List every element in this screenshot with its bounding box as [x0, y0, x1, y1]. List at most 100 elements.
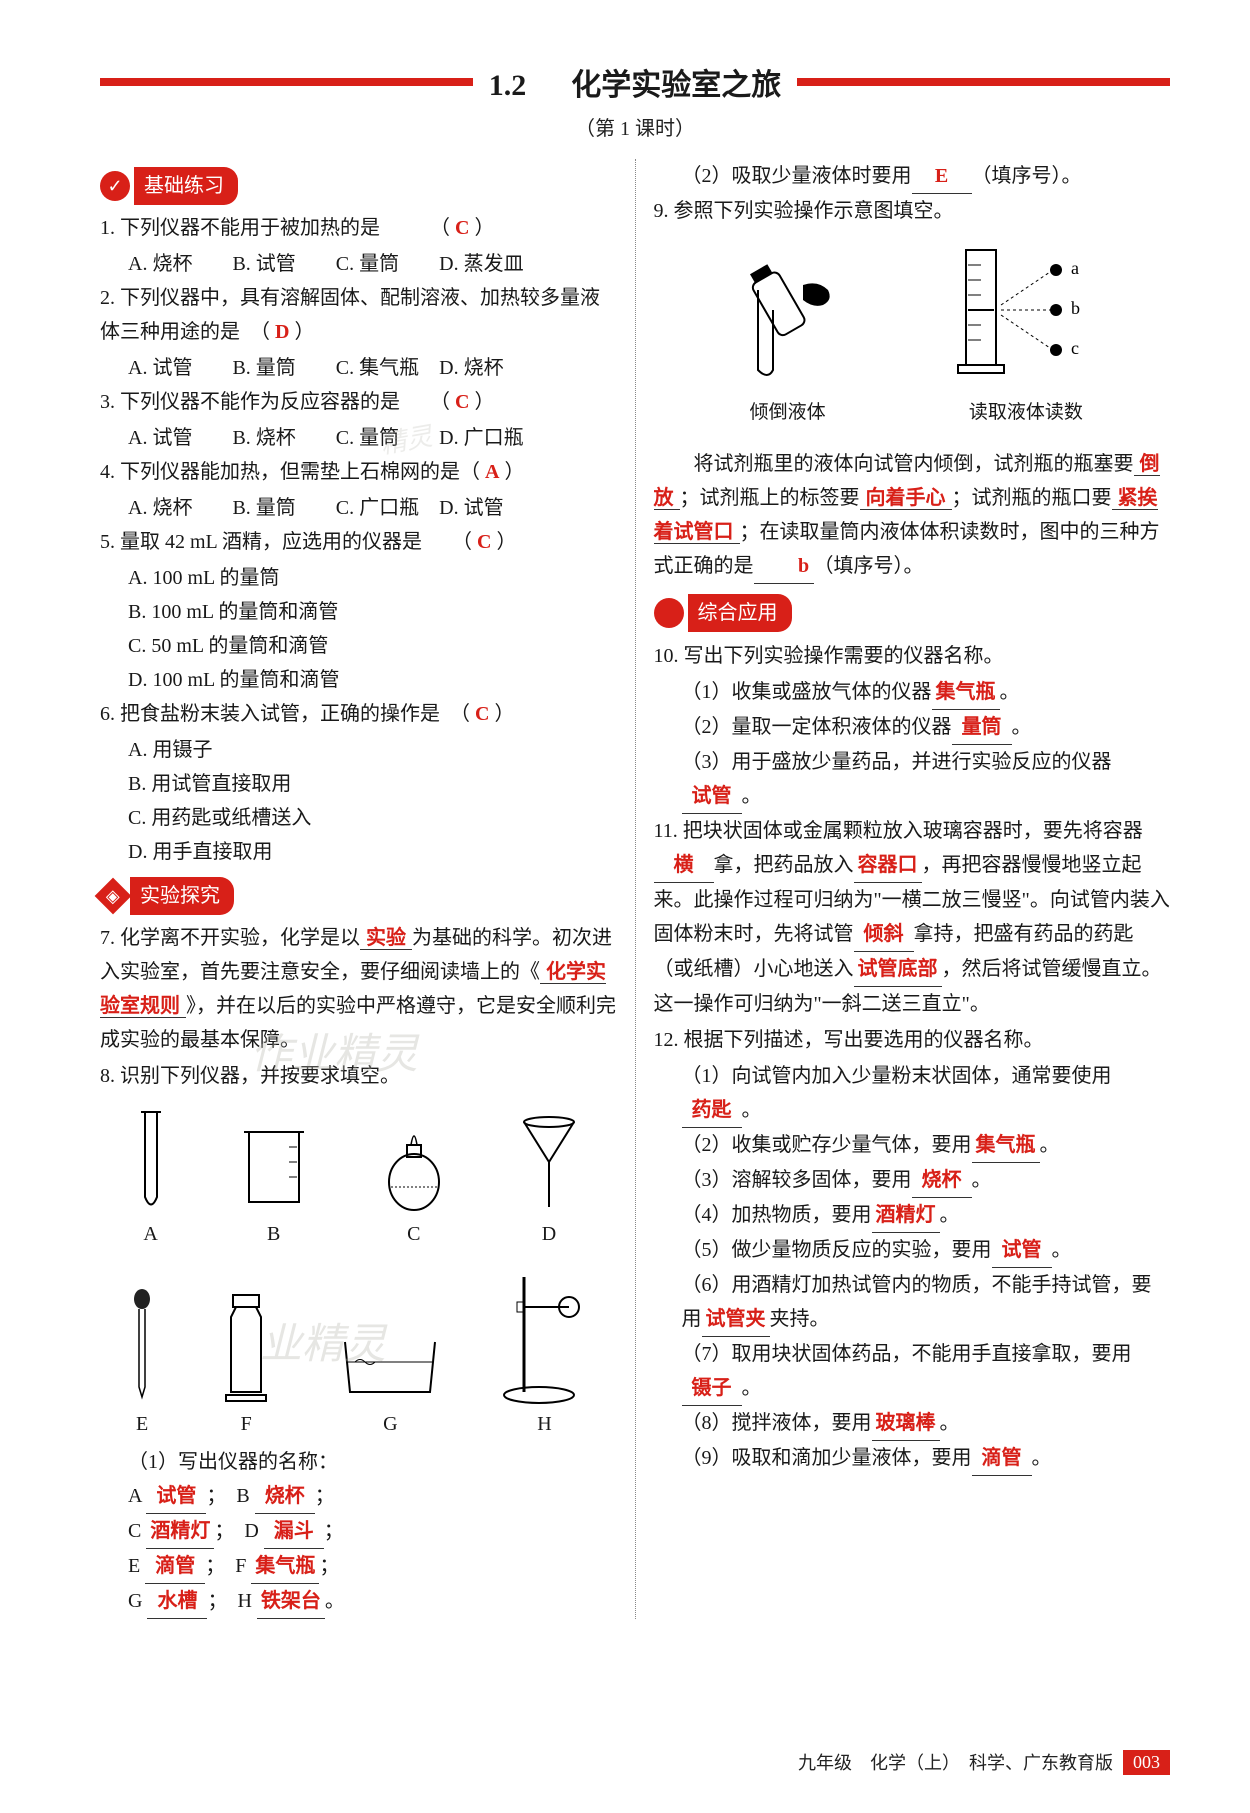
q3-opts: A. 试管 B. 烧杯 C. 量筒 D. 广口瓶 [100, 421, 617, 455]
gas-bottle-icon [211, 1287, 281, 1407]
experiment-badge: ◈ 实验探究 [100, 877, 234, 915]
q4-answer: A [485, 461, 499, 483]
application-badge: 综合应用 [654, 594, 792, 632]
q1: 1. 下列仪器不能用于被加热的是 （ C ） [100, 211, 617, 245]
q12-item-8: （8）搅拌液体，要用玻璃棒。 [654, 1406, 1171, 1441]
diag-f: F [211, 1287, 281, 1441]
q3: 3. 下列仪器不能作为反应容器的是 （ C ） [100, 385, 617, 419]
svg-text:c: c [1071, 338, 1079, 358]
check-icon: ✓ [100, 171, 130, 201]
diagram-row-1: A B C [100, 1095, 617, 1255]
main-title: 1.2 化学实验室之旅 [489, 60, 782, 104]
beaker-icon [234, 1117, 314, 1217]
pour-liquid-icon [718, 240, 858, 380]
q9-diagrams: 倾倒液体 a b c 读取液体读数 [654, 230, 1171, 435]
q10-3: （3）用于盛放少量药品，并进行实验反应的仪器试管。 [654, 745, 1171, 814]
subtitle: （第 1 课时） [100, 112, 1170, 141]
q8-sub1: （1）写出仪器的名称： [100, 1445, 617, 1479]
content-area: ✓ 基础练习 1. 下列仪器不能用于被加热的是 （ C ） A. 烧杯 B. 试… [100, 159, 1170, 1619]
title-line-left [100, 78, 473, 86]
q8-names-gh: G 水槽； H 铁架台。 [100, 1584, 617, 1619]
q8-sub2: （2）吸取少量液体时要用E（填序号）。 [654, 159, 1171, 194]
q2-opts: A. 试管 B. 量筒 C. 集气瓶 D. 烧杯 [100, 351, 617, 385]
q3-answer: C [455, 391, 469, 413]
q12-item-9: （9）吸取和滴加少量液体，要用滴管。 [654, 1441, 1171, 1476]
q8-names-cd: C 酒精灯； D 漏斗； [100, 1514, 617, 1549]
q1-opts: A. 烧杯 B. 试管 C. 量筒 D. 蒸发皿 [100, 247, 617, 281]
water-trough-icon [335, 1327, 445, 1407]
title-bar: 1.2 化学实验室之旅 [100, 60, 1170, 104]
title-line-right [797, 78, 1170, 86]
q6-opt-b: B. 用试管直接取用 [100, 767, 617, 801]
diag-b: B [234, 1117, 314, 1251]
q5-answer: C [477, 531, 491, 553]
footer: 九年级 化学（上） 科学、广东教育版 003 [798, 1749, 1170, 1775]
q6-opt-d: D. 用手直接取用 [100, 835, 617, 869]
diagram-row-2: E F G [100, 1255, 617, 1445]
alcohol-lamp-icon [379, 1107, 449, 1217]
q5-opt-a: A. 100 mL 的量筒 [100, 561, 617, 595]
q2-answer: D [275, 321, 289, 343]
iron-stand-icon [499, 1267, 589, 1407]
q5-opt-c: C. 50 mL 的量筒和滴管 [100, 629, 617, 663]
q8-names-ef: E 滴管； F 集气瓶； [100, 1549, 617, 1584]
q1-answer: C [455, 217, 469, 239]
q12-item-1: （1）向试管内加入少量粉末状固体，通常要使用药匙。 [654, 1059, 1171, 1128]
q10: 10. 写出下列实验操作需要的仪器名称。 [654, 639, 1171, 673]
q8: 8. 识别下列仪器，并按要求填空。 [100, 1059, 617, 1093]
q9: 9. 参照下列实验操作示意图填空。 [654, 194, 1171, 228]
q11: 11. 把块状固体或金属颗粒放入玻璃容器时，要先将容器横拿，把药品放入容器口，再… [654, 814, 1171, 1021]
diag-e: E [127, 1287, 157, 1441]
pour-liquid-diagram: 倾倒液体 [718, 240, 858, 429]
q12-item-6: （6）用酒精灯加热试管内的物质，不能手持试管，要用试管夹夹持。 [654, 1268, 1171, 1337]
diag-g: G [335, 1327, 445, 1441]
q6-opt-c: C. 用药匙或纸槽送入 [100, 801, 617, 835]
test-tube-icon [133, 1107, 169, 1217]
basic-label: 基础练习 [134, 167, 238, 205]
q9-fill: 将试剂瓶里的液体向试管内倾倒，试剂瓶的瓶塞要倒放；试剂瓶上的标签要向着手心；试剂… [654, 447, 1171, 584]
diag-h: H [499, 1267, 589, 1441]
svg-text:a: a [1071, 258, 1079, 278]
q6-answer: C [475, 703, 489, 725]
right-column: （2）吸取少量液体时要用E（填序号）。 9. 参照下列实验操作示意图填空。 倾倒… [654, 159, 1171, 1619]
q12-item-2: （2）收集或贮存少量气体，要用集气瓶。 [654, 1128, 1171, 1163]
q4: 4. 下列仪器能加热，但需垫上石棉网的是（ A ） [100, 455, 617, 489]
section-number: 1.2 [489, 69, 527, 102]
q6: 6. 把食盐粉末装入试管，正确的操作是 （ C ） [100, 697, 617, 731]
diag-c: C [379, 1107, 449, 1251]
q7-ans1: 实验 [360, 927, 412, 950]
q4-opts: A. 烧杯 B. 量筒 C. 广口瓶 D. 试管 [100, 491, 617, 525]
q5-opt-d: D. 100 mL 的量筒和滴管 [100, 663, 617, 697]
basic-practice-badge: ✓ 基础练习 [100, 167, 238, 205]
q10-2: （2）量取一定体积液体的仪器量筒。 [654, 710, 1171, 745]
left-column: ✓ 基础练习 1. 下列仪器不能用于被加热的是 （ C ） A. 烧杯 B. 试… [100, 159, 617, 1619]
application-label: 综合应用 [688, 594, 792, 632]
q12-item-3: （3）溶解较多固体，要用烧杯。 [654, 1163, 1171, 1198]
diamond-icon: ◈ [95, 878, 132, 915]
q12: 12. 根据下列描述，写出要选用的仪器名称。 [654, 1023, 1171, 1057]
q5: 5. 量取 42 mL 酒精，应选用的仪器是 （ C ） [100, 525, 617, 559]
q7: 7. 化学离不开实验，化学是以实验为基础的科学。初次进入实验室，首先要注意安全，… [100, 921, 617, 1057]
q2: 2. 下列仪器中，具有溶解固体、配制溶液、加热较多量液体三种用途的是 （ D ） [100, 281, 617, 349]
page-number: 003 [1123, 1750, 1170, 1775]
q12-item-7: （7）取用块状固体药品，不能用手直接拿取，要用镊子。 [654, 1337, 1171, 1406]
q12-item-5: （5）做少量物质反应的实验，要用试管。 [654, 1233, 1171, 1268]
experiment-label: 实验探究 [130, 877, 234, 915]
circle-icon [654, 598, 684, 628]
funnel-icon [514, 1107, 584, 1217]
q12-item-4: （4）加热物质，要用酒精灯。 [654, 1198, 1171, 1233]
q5-opt-b: B. 100 mL 的量筒和滴管 [100, 595, 617, 629]
graduated-cylinder-icon: a b c [946, 240, 1106, 380]
footer-text: 九年级 化学（上） 科学、广东教育版 [798, 1749, 1113, 1775]
read-volume-diagram: a b c 读取液体读数 [946, 240, 1106, 429]
q10-1: （1）收集或盛放气体的仪器集气瓶。 [654, 675, 1171, 710]
q8-2-ans: E [912, 159, 972, 194]
q8-names-ab: A 试管； B 烧杯； [100, 1479, 617, 1514]
diag-a: A [133, 1107, 169, 1251]
column-divider [635, 159, 636, 1619]
dropper-icon [127, 1287, 157, 1407]
q6-opt-a: A. 用镊子 [100, 733, 617, 767]
svg-text:b: b [1071, 298, 1080, 318]
title-text: 化学实验室之旅 [571, 69, 781, 102]
diag-d: D [514, 1107, 584, 1251]
